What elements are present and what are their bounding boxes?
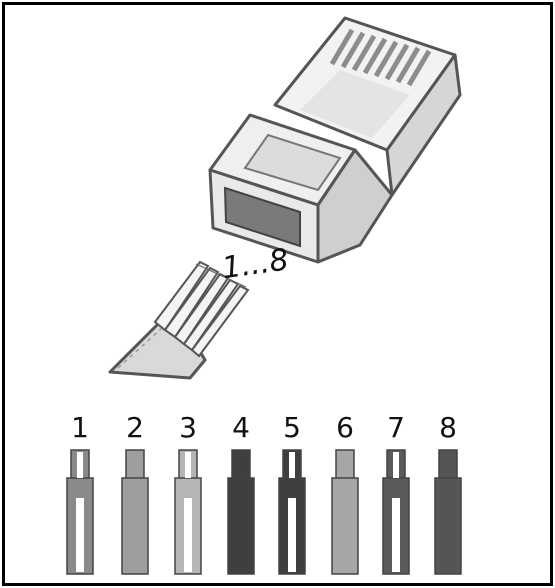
wire-number-label: 7 bbox=[387, 411, 405, 444]
wire-stripe bbox=[76, 498, 84, 572]
wire-insulation bbox=[331, 477, 359, 575]
wire-stripe bbox=[288, 498, 296, 572]
wire-tip bbox=[125, 449, 145, 481]
wire-number-label: 8 bbox=[439, 411, 457, 444]
wire-stripe-top bbox=[393, 452, 399, 478]
wire-number-label: 3 bbox=[179, 411, 197, 444]
wire-2: 2 bbox=[121, 411, 149, 575]
wire-number-label: 4 bbox=[232, 411, 250, 444]
rj45-plug bbox=[208, 16, 462, 264]
wire-stripe-top bbox=[77, 452, 83, 478]
wire-5: 5 bbox=[278, 411, 306, 575]
wire-stripe-top bbox=[185, 452, 191, 478]
wire-number-label: 6 bbox=[336, 411, 354, 444]
cable-wires bbox=[153, 260, 250, 358]
wire-tip bbox=[335, 449, 355, 481]
wire-6: 6 bbox=[331, 411, 359, 575]
wire-number-label: 1 bbox=[71, 411, 89, 444]
wire-8: 8 bbox=[434, 411, 462, 575]
wire-tip bbox=[231, 449, 251, 481]
wire-insulation bbox=[227, 477, 255, 575]
ethernet-cable bbox=[108, 260, 250, 380]
wire-insulation bbox=[121, 477, 149, 575]
pin-range-label: 1...8 bbox=[220, 242, 291, 286]
wire-3: 3 bbox=[174, 411, 202, 575]
wire-tip bbox=[438, 449, 458, 481]
wire-4: 4 bbox=[227, 411, 255, 575]
plug-contacts bbox=[329, 28, 432, 87]
wire-stripe bbox=[184, 498, 192, 572]
wire-1: 1 bbox=[66, 411, 94, 575]
wire-stripe-top bbox=[289, 452, 295, 478]
wire-7: 7 bbox=[382, 411, 410, 575]
wire-insulation bbox=[434, 477, 462, 575]
wire-number-label: 2 bbox=[126, 411, 144, 444]
wire-stripe bbox=[392, 498, 400, 572]
wire-number-label: 5 bbox=[283, 411, 301, 444]
